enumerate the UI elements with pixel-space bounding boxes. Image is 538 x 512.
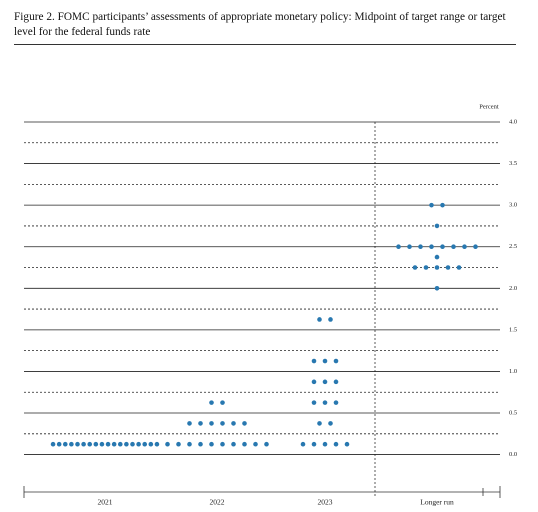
dot <box>456 265 462 270</box>
dot <box>418 244 423 250</box>
dot <box>317 421 322 426</box>
dot <box>165 441 170 447</box>
dot <box>81 441 86 447</box>
dot <box>412 265 418 270</box>
dot <box>50 441 56 447</box>
dot <box>311 358 317 364</box>
dot <box>322 400 328 405</box>
chart-title: Figure 2. FOMC participants’ assessments… <box>14 11 506 38</box>
dot <box>62 441 68 447</box>
x-tick-label: Longer run <box>420 498 454 507</box>
dot <box>445 265 451 270</box>
dot <box>429 202 434 208</box>
dot <box>187 421 192 426</box>
y-tick-label: 0.0 <box>509 451 517 458</box>
dot <box>311 400 317 405</box>
dot <box>322 379 328 385</box>
dot <box>440 244 445 250</box>
dot <box>264 441 269 447</box>
dot <box>209 421 214 426</box>
dot <box>56 441 62 447</box>
dot <box>142 441 148 447</box>
dot <box>148 441 154 447</box>
dot <box>93 441 99 447</box>
x-tick-label: 2023 <box>318 498 333 507</box>
dot <box>209 400 214 405</box>
dot <box>333 400 339 405</box>
dot <box>231 441 236 447</box>
y-tick-label: 3.0 <box>509 202 517 209</box>
dot <box>231 421 236 426</box>
dot <box>434 265 440 270</box>
dot <box>434 223 440 229</box>
dot <box>333 441 339 447</box>
y-tick-label: 2.5 <box>509 243 517 250</box>
dot <box>328 317 333 322</box>
y-tick-label: 1.5 <box>509 326 517 333</box>
dot <box>396 244 401 250</box>
y-tick-label: 4.0 <box>509 118 517 125</box>
x-tick-label: 2022 <box>210 498 225 507</box>
dot <box>75 441 80 447</box>
dot <box>242 441 247 447</box>
dot <box>220 421 225 426</box>
dot <box>117 441 123 447</box>
dot <box>344 441 350 447</box>
y-tick-label: 1.0 <box>509 368 517 375</box>
dot <box>440 202 445 208</box>
dot <box>462 244 467 250</box>
dot <box>407 244 412 250</box>
dot <box>69 441 74 447</box>
dot <box>136 441 141 447</box>
dot <box>423 265 429 270</box>
dot <box>130 441 135 447</box>
dot <box>333 379 339 385</box>
dot <box>198 441 203 447</box>
dot <box>328 421 333 426</box>
dot <box>317 317 322 322</box>
dot <box>473 244 478 250</box>
dot <box>99 441 105 447</box>
dot <box>87 441 93 447</box>
dot <box>124 441 129 447</box>
dot <box>187 441 192 447</box>
dot <box>322 441 328 447</box>
dot <box>429 244 434 250</box>
dot <box>242 421 247 426</box>
y-tick-label: 2.0 <box>509 285 517 292</box>
dot <box>220 400 225 405</box>
y-axis-label: Percent <box>479 103 499 110</box>
title-rule <box>14 44 516 45</box>
dot <box>434 254 440 260</box>
dot <box>105 441 111 447</box>
dot <box>333 358 339 364</box>
dot <box>311 441 317 447</box>
dot <box>311 379 317 385</box>
dot <box>209 441 214 447</box>
y-tick-label: 3.5 <box>509 160 517 167</box>
dot <box>434 285 440 291</box>
dot <box>198 421 203 426</box>
y-tick-label: 0.5 <box>509 409 517 416</box>
dot <box>253 441 258 447</box>
x-tick-label: 2021 <box>98 498 113 507</box>
dot <box>322 358 328 364</box>
dot <box>451 244 456 250</box>
dot <box>111 441 117 447</box>
dot <box>176 441 181 447</box>
dot <box>300 441 306 447</box>
dot <box>154 441 160 447</box>
dot <box>220 441 225 447</box>
